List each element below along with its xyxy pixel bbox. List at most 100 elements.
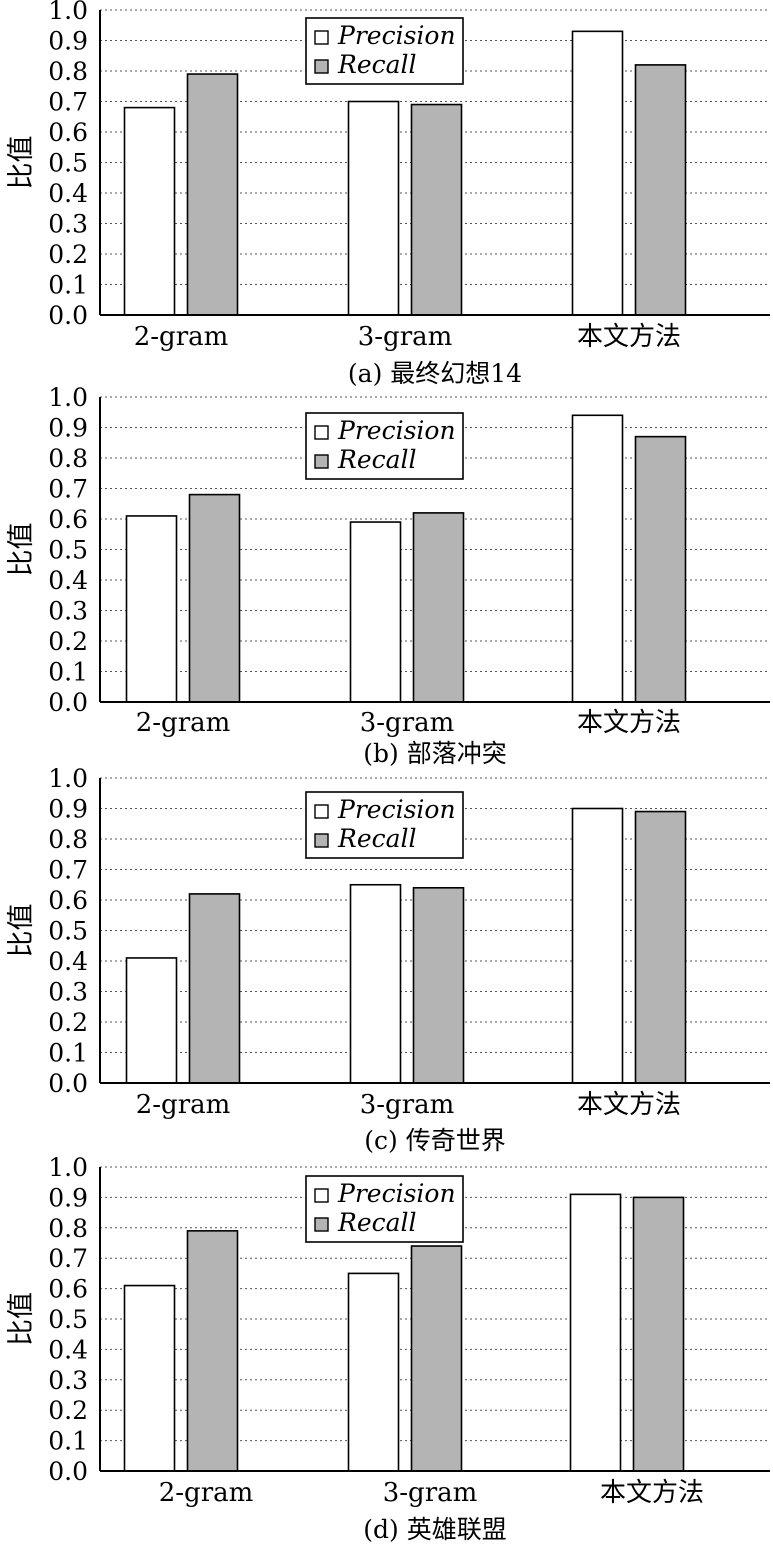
y-tick-label: 0.0 xyxy=(48,688,88,717)
y-tick-label: 0.4 xyxy=(48,566,88,595)
x-tick-label: 本文方法 xyxy=(577,1090,681,1120)
y-tick-label: 0.3 xyxy=(48,210,88,239)
legend-label-precision: Precision xyxy=(337,795,456,824)
y-tick-label: 0.0 xyxy=(48,301,88,330)
bar-precision-2 xyxy=(349,883,402,1084)
y-tick-label: 0.1 xyxy=(48,271,88,300)
chart-panel-2: 0.00.10.20.30.40.50.60.70.80.91.0 比值 2-gra… xyxy=(6,383,770,768)
bar-recall-2 xyxy=(410,1245,463,1472)
bar-recall-2 xyxy=(412,886,465,1084)
legend-label-recall: Recall xyxy=(337,50,417,79)
y-tick-label: 1.0 xyxy=(48,1153,88,1182)
legend-label-precision: Precision xyxy=(337,416,456,445)
y-tick-label: 0.2 xyxy=(48,1396,88,1425)
y-tick-label: 0.8 xyxy=(48,444,88,473)
y-tick-label: 1.0 xyxy=(48,0,88,25)
y-tick-label: 0.7 xyxy=(48,1244,88,1273)
y-tick-label: 0.7 xyxy=(48,88,88,117)
y-tick-label: 0.9 xyxy=(48,795,88,824)
y-tick-label: 0.6 xyxy=(48,505,88,534)
x-tick-label: 3-gram xyxy=(360,1090,455,1120)
y-tick-label: 0.1 xyxy=(48,1039,88,1068)
y-tick-label: 0.7 xyxy=(48,475,88,504)
y-tick-label: 0.7 xyxy=(48,856,88,885)
y-tick-label: 0.9 xyxy=(48,1183,88,1212)
y-tick-label: 0.9 xyxy=(48,27,88,56)
legend-label-recall: Recall xyxy=(337,1208,417,1237)
y-tick-label: 0.4 xyxy=(48,179,88,208)
bar-recall-3 xyxy=(634,810,687,1084)
bar-recall-2 xyxy=(410,103,463,316)
y-tick-label: 0.1 xyxy=(48,1427,88,1456)
bar-precision-1 xyxy=(125,515,178,703)
legend-box xyxy=(305,412,464,480)
x-tick-label: 本文方法 xyxy=(577,708,681,738)
legend-swatch-precision xyxy=(314,30,329,45)
bar-precision-3 xyxy=(571,807,624,1084)
y-tick-label: 0.5 xyxy=(48,149,88,178)
legend-swatch-precision xyxy=(314,1188,329,1203)
legend-box xyxy=(305,17,464,85)
x-tick-label: 本文方法 xyxy=(577,322,681,352)
legend-swatch-precision xyxy=(314,425,329,440)
panel-caption: (a) 最终幻想14 xyxy=(348,359,522,388)
legend-swatch-precision xyxy=(314,804,329,819)
bar-recall-3 xyxy=(632,1196,685,1472)
y-tick-label: 0.3 xyxy=(48,978,88,1007)
bar-recall-1 xyxy=(186,1230,239,1472)
y-tick-label: 0.8 xyxy=(48,57,88,86)
y-tick-label: 0.5 xyxy=(48,1305,88,1334)
y-tick-label: 0.6 xyxy=(48,118,88,147)
y-tick-label: 1.0 xyxy=(48,383,88,412)
bar-precision-2 xyxy=(349,521,402,703)
panel-caption: (c) 传奇世界 xyxy=(364,1126,505,1155)
bar-precision-1 xyxy=(123,106,176,316)
x-tick-label: 2-gram xyxy=(159,1478,254,1508)
y-tick-label: 0.2 xyxy=(48,240,88,269)
y-tick-label: 1.0 xyxy=(48,764,88,793)
x-tick-label: 3-gram xyxy=(358,322,453,352)
legend-box xyxy=(305,791,464,859)
y-tick-label: 0.1 xyxy=(48,658,88,687)
bar-recall-2 xyxy=(412,512,465,703)
x-tick-label: 本文方法 xyxy=(600,1478,704,1508)
y-axis-label: 比值 xyxy=(6,136,37,190)
legend-label-precision: Precision xyxy=(337,21,456,50)
panel-caption: (b) 部落冲突 xyxy=(363,739,506,768)
y-tick-label: 0.2 xyxy=(48,1008,88,1037)
bar-recall-1 xyxy=(188,893,241,1084)
y-tick-label: 0.4 xyxy=(48,1335,88,1364)
y-tick-label: 0.0 xyxy=(48,1069,88,1098)
legend-swatch-recall xyxy=(314,59,329,74)
x-tick-label: 3-gram xyxy=(383,1478,478,1508)
y-tick-label: 0.3 xyxy=(48,597,88,626)
bar-precision-3 xyxy=(569,1193,622,1472)
y-tick-label: 0.2 xyxy=(48,627,88,656)
chart-panel-3: 0.00.10.20.30.40.50.60.70.80.91.0 比值 2-gra… xyxy=(6,764,770,1155)
legend-label-recall: Recall xyxy=(337,824,417,853)
panel-caption: (d) 英雄联盟 xyxy=(363,1515,506,1544)
bar-precision-1 xyxy=(123,1284,176,1472)
bar-recall-1 xyxy=(188,493,241,703)
bar-precision-2 xyxy=(347,100,400,316)
y-axis-label: 比值 xyxy=(6,904,37,958)
y-tick-label: 0.5 xyxy=(48,917,88,946)
x-tick-label: 3-gram xyxy=(360,708,455,738)
y-tick-label: 0.8 xyxy=(48,825,88,854)
y-tick-label: 0.6 xyxy=(48,1275,88,1304)
bar-precision-2 xyxy=(347,1272,400,1472)
y-tick-label: 0.5 xyxy=(48,536,88,565)
legend-label-recall: Recall xyxy=(337,445,417,474)
y-tick-label: 0.6 xyxy=(48,886,88,915)
chart-panel-4: 0.00.10.20.30.40.50.60.70.80.91.0 比值 2-gra… xyxy=(6,1153,770,1544)
y-tick-label: 0.0 xyxy=(48,1457,88,1486)
bar-recall-3 xyxy=(634,64,687,316)
x-tick-label: 2-gram xyxy=(136,708,231,738)
legend-label-precision: Precision xyxy=(337,1179,456,1208)
bar-recall-1 xyxy=(186,73,239,316)
